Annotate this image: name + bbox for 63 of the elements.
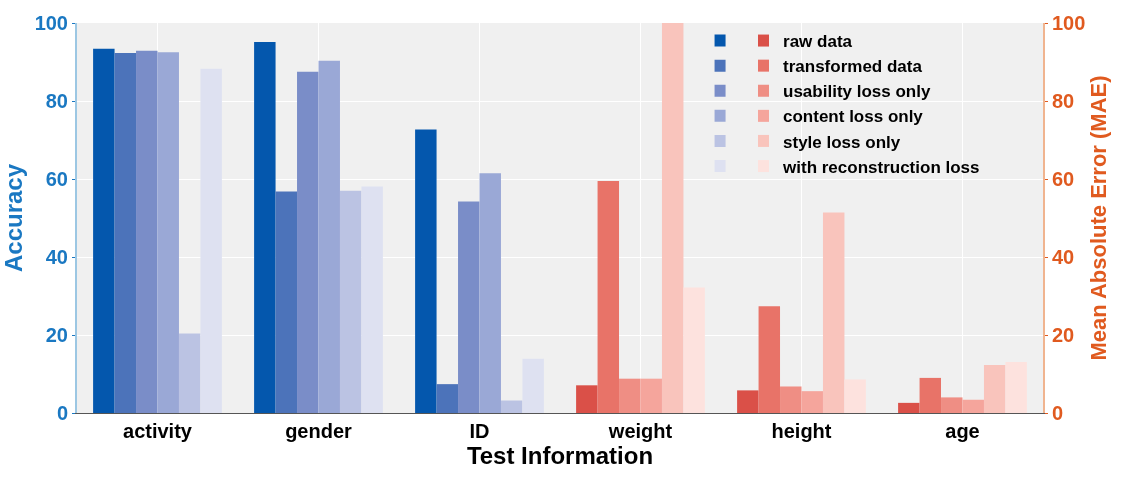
bar: [919, 377, 942, 413]
x-tick-label: ID: [469, 420, 490, 442]
x-tick-label: activity: [123, 420, 193, 442]
bar: [780, 386, 802, 413]
bar: [297, 71, 319, 413]
bar: [178, 333, 201, 413]
legend-label: content loss only: [783, 107, 924, 127]
legend-label: transformed data: [783, 57, 923, 77]
legend-label: usability loss only: [783, 82, 931, 102]
y-tick-label: 80: [45, 90, 68, 112]
y2-tick-label: 60: [1052, 168, 1075, 190]
bar: [737, 390, 759, 413]
bar: [318, 60, 340, 413]
bar: [500, 400, 523, 413]
y2-tick-label: 0: [1052, 402, 1064, 424]
bar: [254, 42, 276, 413]
legend-label: raw data: [783, 32, 853, 52]
bar: [597, 180, 620, 413]
bar: [619, 378, 641, 413]
x-tick-label: height: [771, 420, 832, 442]
y2-tick-label: 40: [1052, 246, 1075, 268]
bar: [93, 48, 115, 413]
y2-axis-title: Mean Absolute Error (MAE): [1085, 75, 1111, 361]
x-tick-label: weight: [607, 420, 673, 442]
y-axis-title: Accuracy: [0, 163, 27, 273]
legend-label: with reconstruction loss: [782, 157, 980, 177]
bar: [661, 23, 684, 413]
bar: [1005, 361, 1027, 413]
bar: [844, 379, 866, 413]
bar: [275, 191, 298, 413]
bar: [962, 399, 984, 413]
x-tick-label: gender: [285, 420, 353, 442]
bar: [339, 190, 362, 413]
bar: [941, 397, 963, 413]
bar: [479, 173, 501, 413]
x-axis-title: Test Information: [466, 442, 654, 469]
bar: [683, 287, 705, 413]
bar: [361, 186, 383, 413]
y2-tick-label: 20: [1052, 324, 1075, 346]
y2-tick-label: 80: [1052, 90, 1075, 112]
bar: [758, 306, 781, 413]
x-tick-label: age: [945, 420, 980, 442]
y-tick-label: 60: [45, 168, 68, 190]
bar: [136, 50, 158, 413]
y2-tick-label: 100: [1052, 12, 1086, 34]
y-tick-label: 100: [34, 12, 68, 34]
bar: [983, 365, 1006, 413]
bar: [898, 402, 920, 413]
y-tick-label: 0: [56, 402, 68, 424]
bar: [801, 391, 823, 413]
legend-label: style loss only: [783, 132, 901, 152]
bar: [415, 129, 437, 413]
y-tick-label: 40: [45, 246, 68, 268]
bar: [436, 384, 459, 413]
y-tick-label: 20: [45, 324, 68, 346]
bar: [200, 68, 222, 413]
bar: [458, 201, 480, 413]
bar: [822, 212, 845, 413]
bar: [157, 52, 179, 413]
bar: [114, 53, 137, 413]
bar: [640, 378, 662, 413]
bar: [576, 385, 598, 413]
bar: [522, 358, 544, 413]
